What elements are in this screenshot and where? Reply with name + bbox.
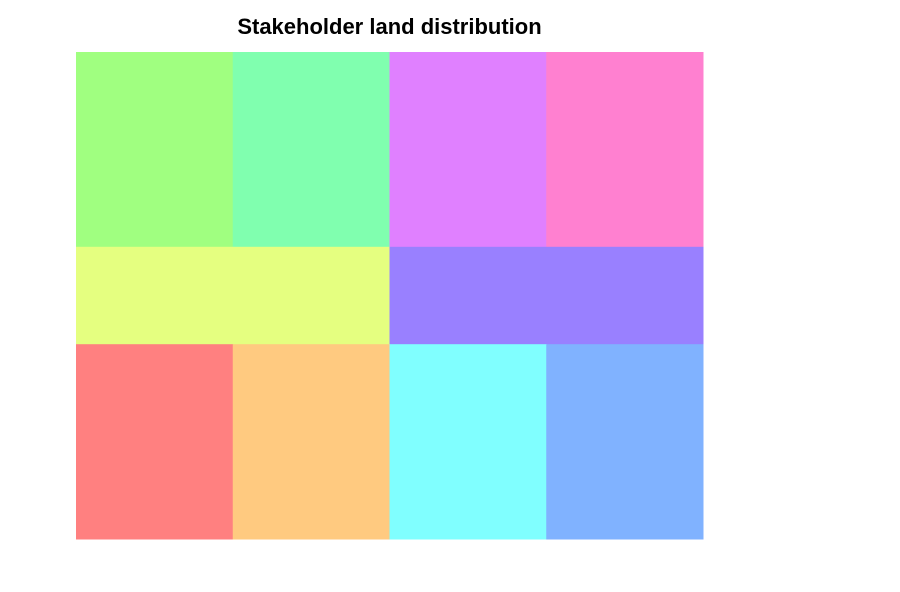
tile-r3-c2 bbox=[232, 344, 390, 540]
tile-r3-c1 bbox=[76, 344, 234, 540]
tile-r1-c1 bbox=[76, 52, 234, 248]
tile-r1-c3 bbox=[389, 52, 547, 248]
tile-r2-c2 bbox=[389, 246, 704, 345]
plot-area bbox=[76, 52, 704, 540]
tile-r3-c4 bbox=[546, 344, 704, 540]
tile-r3-c3 bbox=[389, 344, 547, 540]
tile-r1-c2 bbox=[232, 52, 390, 248]
tile-r1-c4 bbox=[546, 52, 704, 248]
tile-r2-c1 bbox=[76, 246, 390, 345]
chart-title: Stakeholder land distribution bbox=[237, 14, 542, 39]
